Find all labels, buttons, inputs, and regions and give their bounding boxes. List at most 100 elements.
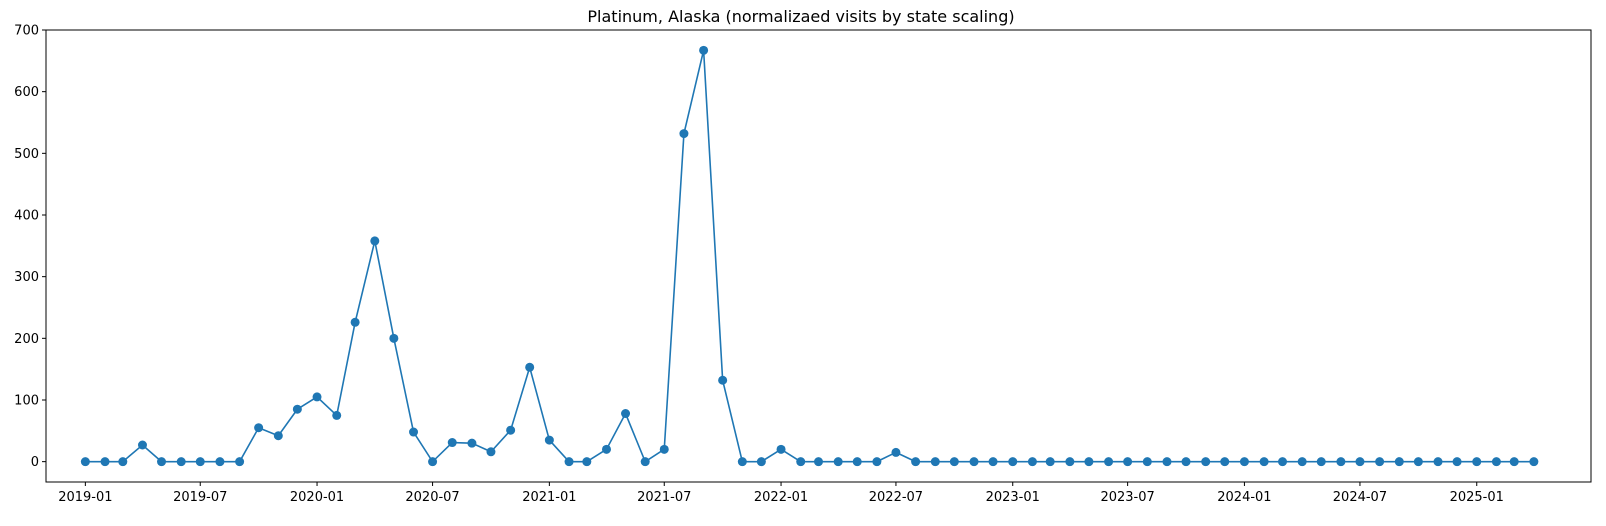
y-tick-label: 500 — [14, 147, 39, 162]
data-point — [80, 457, 90, 467]
data-point — [1529, 457, 1539, 467]
data-point — [601, 444, 611, 454]
x-tick-label: 2024-07 — [1333, 490, 1387, 505]
axes-frame — [45, 29, 1592, 483]
y-tick-label: 700 — [14, 24, 39, 39]
data-point — [1220, 457, 1230, 467]
data-point — [157, 457, 167, 467]
data-point — [544, 435, 554, 445]
data-point — [389, 333, 399, 343]
data-point — [215, 457, 225, 467]
data-point — [1142, 457, 1152, 467]
data-point — [911, 457, 921, 467]
chart-title: Platinum, Alaska (normalizaed visits by … — [587, 7, 1014, 26]
data-point — [949, 457, 959, 467]
y-tick-label: 400 — [14, 208, 39, 223]
data-point — [1123, 457, 1133, 467]
data-point — [350, 317, 360, 327]
data-point — [872, 457, 882, 467]
data-point — [235, 457, 245, 467]
data-point — [833, 457, 843, 467]
data-point — [1239, 457, 1249, 467]
data-point — [1316, 457, 1326, 467]
data-point — [137, 440, 147, 450]
series-line — [85, 50, 1534, 463]
data-point — [1509, 457, 1519, 467]
data-point — [814, 457, 823, 467]
data-point — [1472, 457, 1482, 467]
x-tick-label: 2021-01 — [522, 490, 576, 505]
data-point — [1104, 457, 1114, 467]
data-point — [467, 438, 477, 448]
y-axis: 0 100 200 300 400 500 600 700 — [14, 24, 46, 470]
x-tick-label: 2020-07 — [405, 490, 459, 505]
y-tick-label: 0 — [31, 455, 39, 470]
data-point — [930, 457, 940, 467]
data-point — [1045, 457, 1055, 467]
data-point — [428, 457, 438, 467]
data-point — [1375, 457, 1385, 467]
x-tick-label: 2024-01 — [1217, 490, 1271, 505]
data-point — [195, 457, 205, 467]
x-tick-label: 2023-01 — [986, 490, 1040, 505]
data-point — [1336, 457, 1346, 467]
data-point — [1008, 457, 1018, 467]
data-point — [756, 457, 766, 467]
data-point — [447, 438, 457, 448]
data-point — [118, 457, 128, 467]
data-point — [332, 410, 342, 420]
x-tick-label: 2019-07 — [173, 490, 227, 505]
data-point — [1162, 457, 1172, 467]
data-point — [1181, 457, 1191, 467]
y-tick-label: 300 — [14, 270, 39, 285]
data-point — [737, 457, 747, 467]
x-tick-label: 2019-01 — [58, 490, 112, 505]
x-tick-label: 2025-01 — [1450, 490, 1504, 505]
data-point — [1394, 457, 1404, 467]
data-point — [796, 457, 806, 467]
x-tick-label: 2022-01 — [754, 490, 808, 505]
x-axis: 2019-01 2019-07 2020-01 2020-07 2021-01 2021-… — [58, 482, 1504, 505]
data-point — [640, 457, 650, 467]
data-point — [699, 45, 709, 55]
data-point — [969, 457, 979, 467]
data-point — [718, 375, 728, 385]
data-point — [176, 457, 186, 467]
data-point — [1065, 457, 1075, 467]
data-point — [852, 457, 862, 467]
data-point — [254, 423, 264, 433]
data-point — [292, 404, 302, 414]
y-tick-label: 600 — [14, 85, 39, 100]
data-point — [273, 431, 283, 441]
data-point — [1433, 457, 1443, 467]
data-point — [1278, 457, 1288, 467]
data-point — [312, 392, 322, 402]
data-point — [1297, 457, 1307, 467]
data-point — [679, 129, 689, 139]
data-point — [1491, 457, 1501, 467]
data-point — [1355, 457, 1365, 467]
data-point — [1259, 457, 1269, 467]
data-point — [564, 457, 574, 467]
data-point — [1084, 457, 1094, 467]
data-point — [1027, 457, 1037, 467]
data-point — [525, 362, 535, 372]
data-point — [486, 447, 496, 457]
data-point — [988, 457, 998, 467]
data-point — [370, 236, 380, 246]
data-point — [776, 444, 786, 454]
data-point — [1201, 457, 1211, 467]
data-point — [621, 409, 631, 419]
y-tick-label: 100 — [14, 393, 39, 408]
data-point — [100, 457, 110, 467]
data-point — [506, 425, 516, 435]
plot-area — [80, 45, 1539, 467]
y-tick-label: 200 — [14, 332, 39, 347]
data-point — [1413, 457, 1423, 467]
data-point — [409, 427, 419, 437]
data-point — [891, 447, 901, 457]
x-tick-label: 2021-07 — [637, 490, 691, 505]
data-point — [582, 457, 592, 467]
x-tick-label: 2020-01 — [290, 490, 344, 505]
